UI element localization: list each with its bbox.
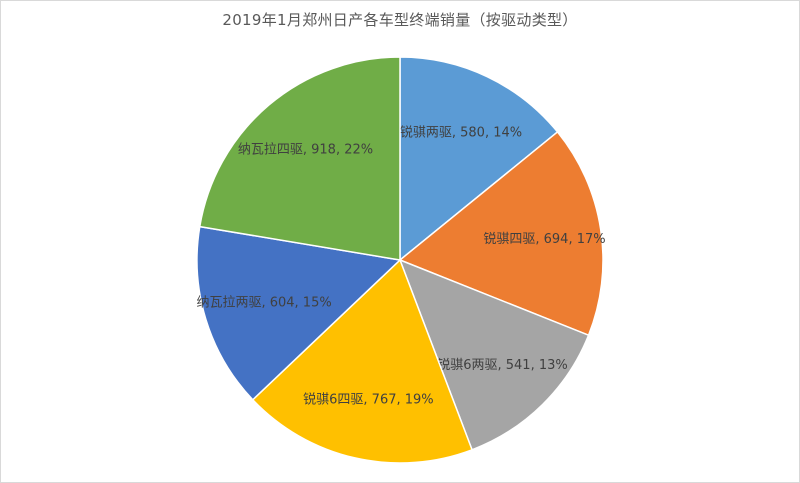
slice-data-label-3: 锐骐6两驱, 541, 13% [437, 358, 568, 373]
chart-title: 2019年1月郑州日产各车型终端销量（按驱动类型） [222, 11, 578, 29]
pie-slice-6 [198, 56, 401, 261]
slice-data-label-1: 锐骐两驱, 580, 14% [400, 126, 522, 141]
pie-slice-2 [398, 130, 604, 337]
pie-slice-5 [196, 225, 402, 401]
pie-slice-3 [398, 258, 590, 451]
pie-slice-4 [251, 258, 474, 464]
pie-slice-1 [399, 56, 559, 262]
slice-data-label-4: 锐骐6四驱, 767, 19% [303, 393, 434, 408]
slice-data-label-6: 纳瓦拉四驱, 918, 22% [238, 143, 373, 158]
slice-data-label-5: 纳瓦拉两驱, 604, 15% [196, 296, 331, 311]
slice-data-label-2: 锐骐四驱, 694, 17% [483, 232, 605, 247]
